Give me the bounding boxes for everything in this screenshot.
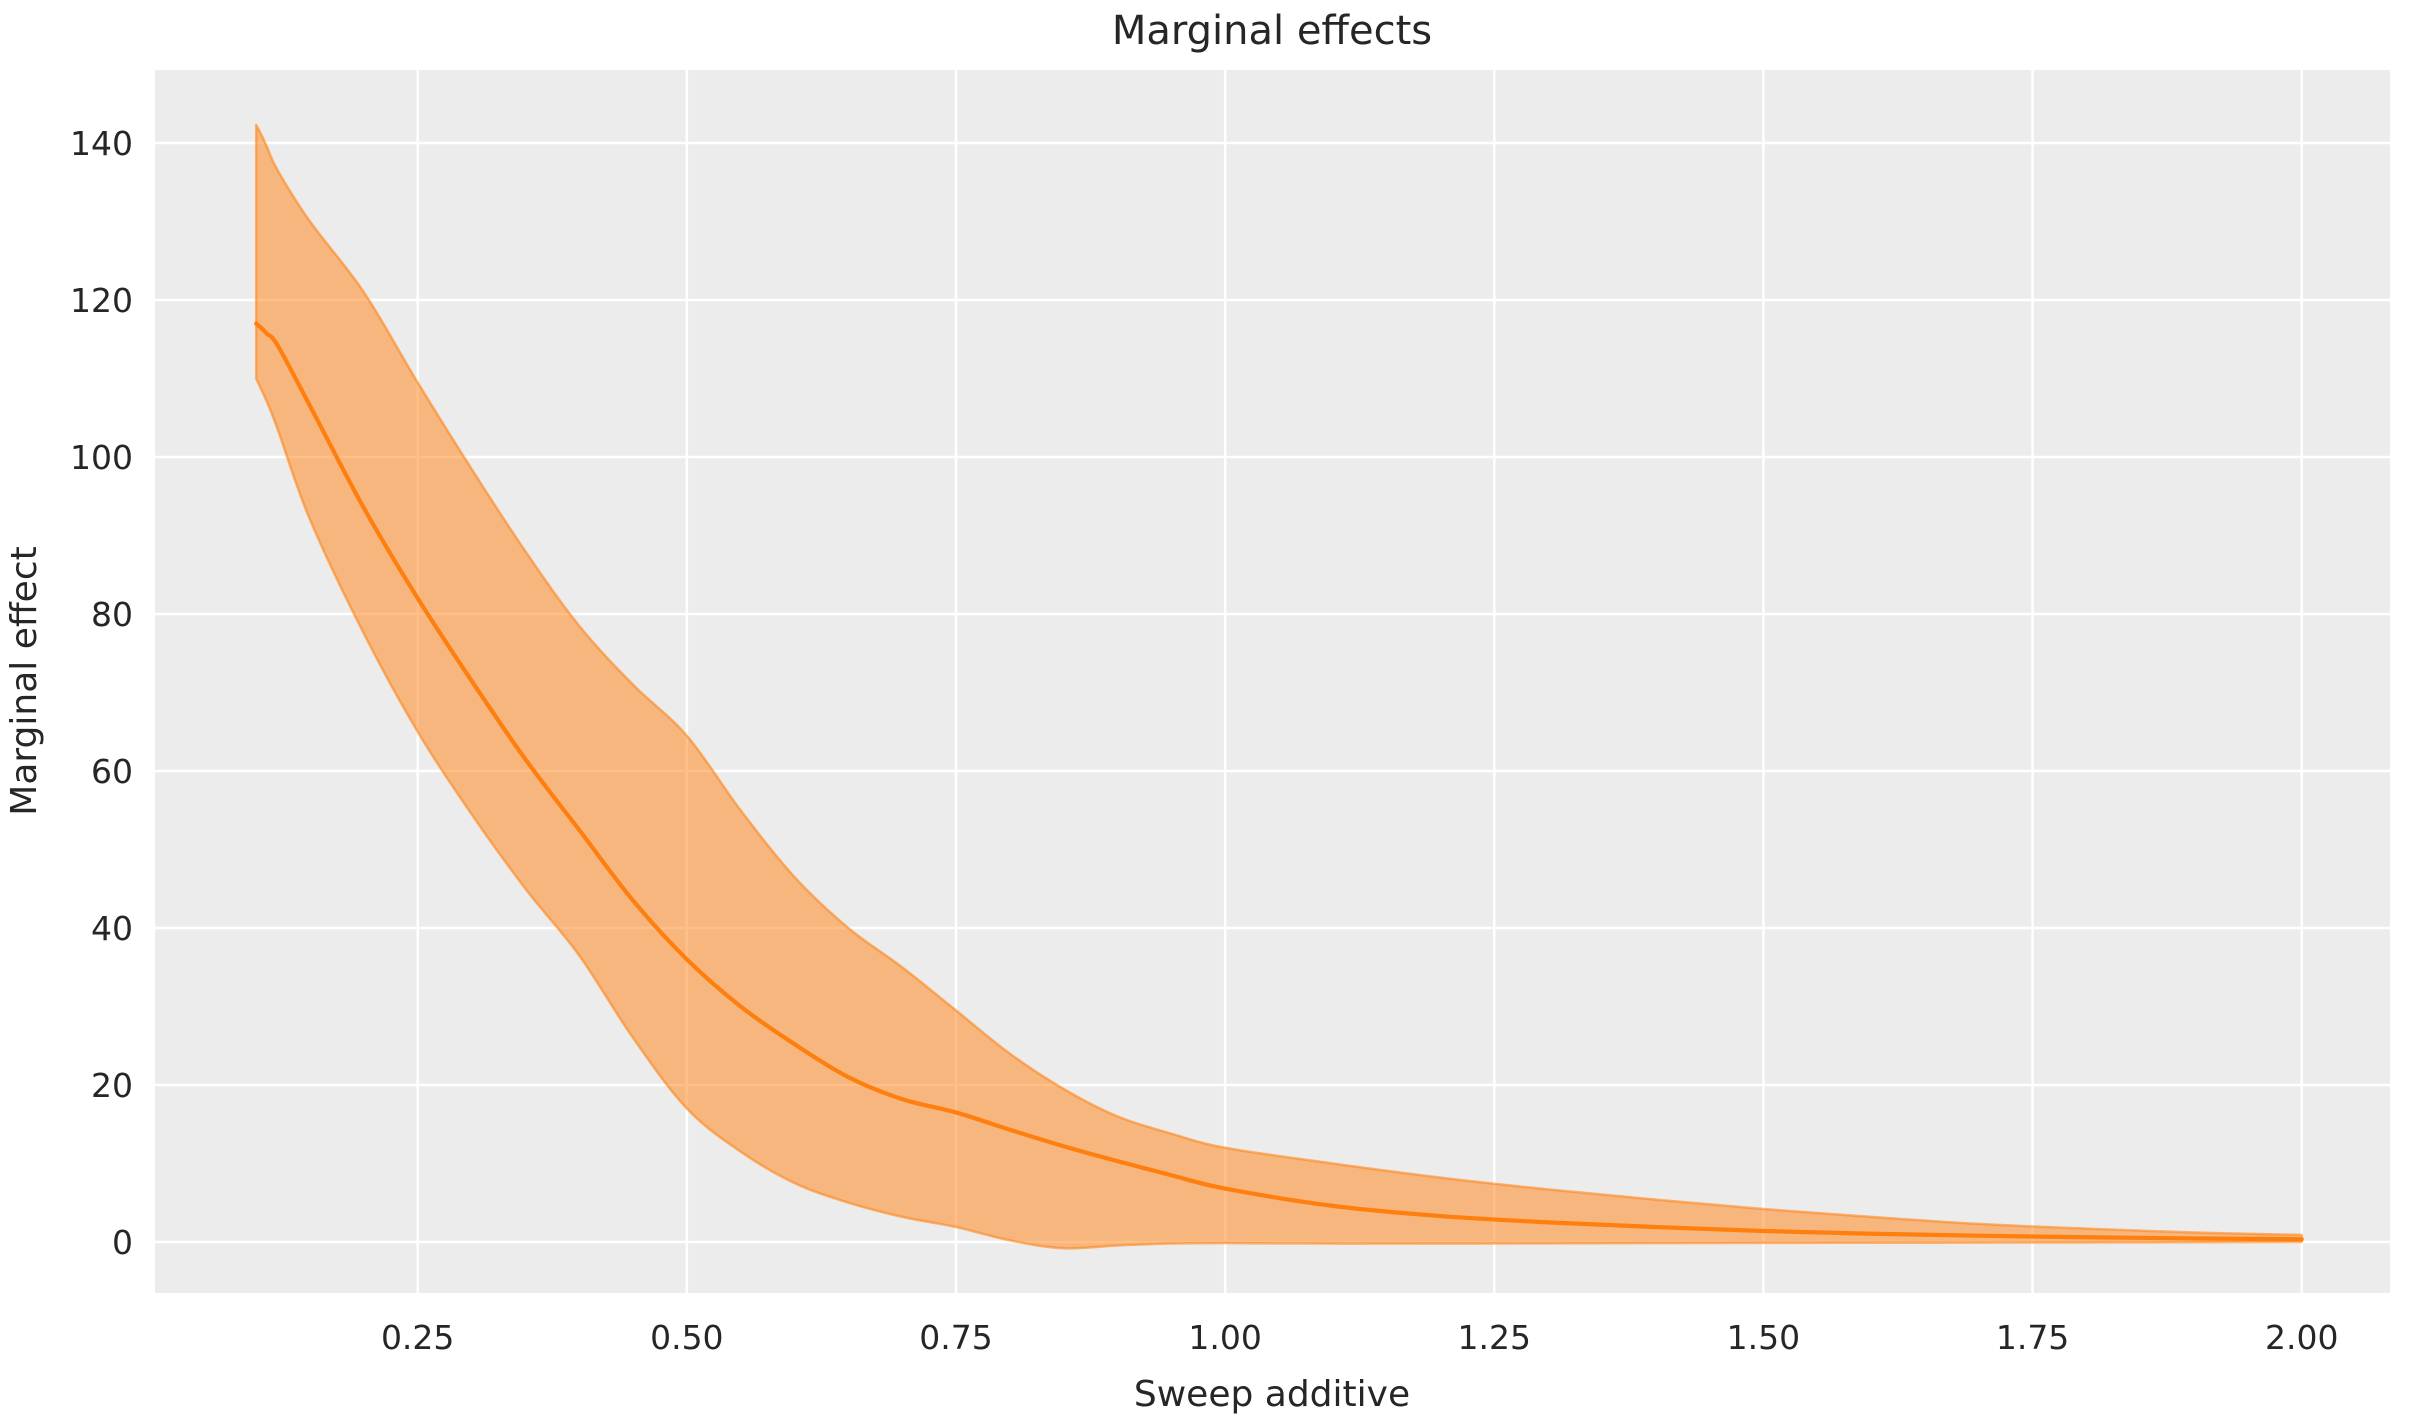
y-tick-label: 80 xyxy=(91,595,133,634)
y-tick-label: 20 xyxy=(91,1066,133,1105)
y-tick-label: 40 xyxy=(91,909,133,948)
x-tick-label: 0.75 xyxy=(919,1318,992,1357)
x-tick-label: 2.00 xyxy=(2265,1318,2338,1357)
chart-title: Marginal effects xyxy=(1112,8,1432,54)
x-tick-label: 1.25 xyxy=(1458,1318,1531,1357)
y-tick-label: 100 xyxy=(70,438,133,477)
x-tick-label: 0.25 xyxy=(381,1318,454,1357)
x-axis-label: Sweep additive xyxy=(1134,1374,1410,1415)
mean-line xyxy=(254,321,2304,1242)
x-tick-label: 1.00 xyxy=(1188,1318,1261,1357)
confidence-band xyxy=(254,123,2303,1250)
y-tick-label: 140 xyxy=(70,124,133,163)
x-tick-label: 1.75 xyxy=(1996,1318,2069,1357)
y-axis-label: Marginal effect xyxy=(4,546,45,815)
x-tick-label: 0.50 xyxy=(650,1318,723,1357)
plot-generated-layers: 0.25 0.50 0.75 1.00 1.25 1.50 1.75 2.00 0 20 40 60 8… xyxy=(70,70,2390,1357)
y-tick-label: 0 xyxy=(112,1223,133,1262)
y-tick-label: 120 xyxy=(70,281,133,320)
y-tick-label: 60 xyxy=(91,752,133,791)
x-tick-label: 1.50 xyxy=(1727,1318,1800,1357)
